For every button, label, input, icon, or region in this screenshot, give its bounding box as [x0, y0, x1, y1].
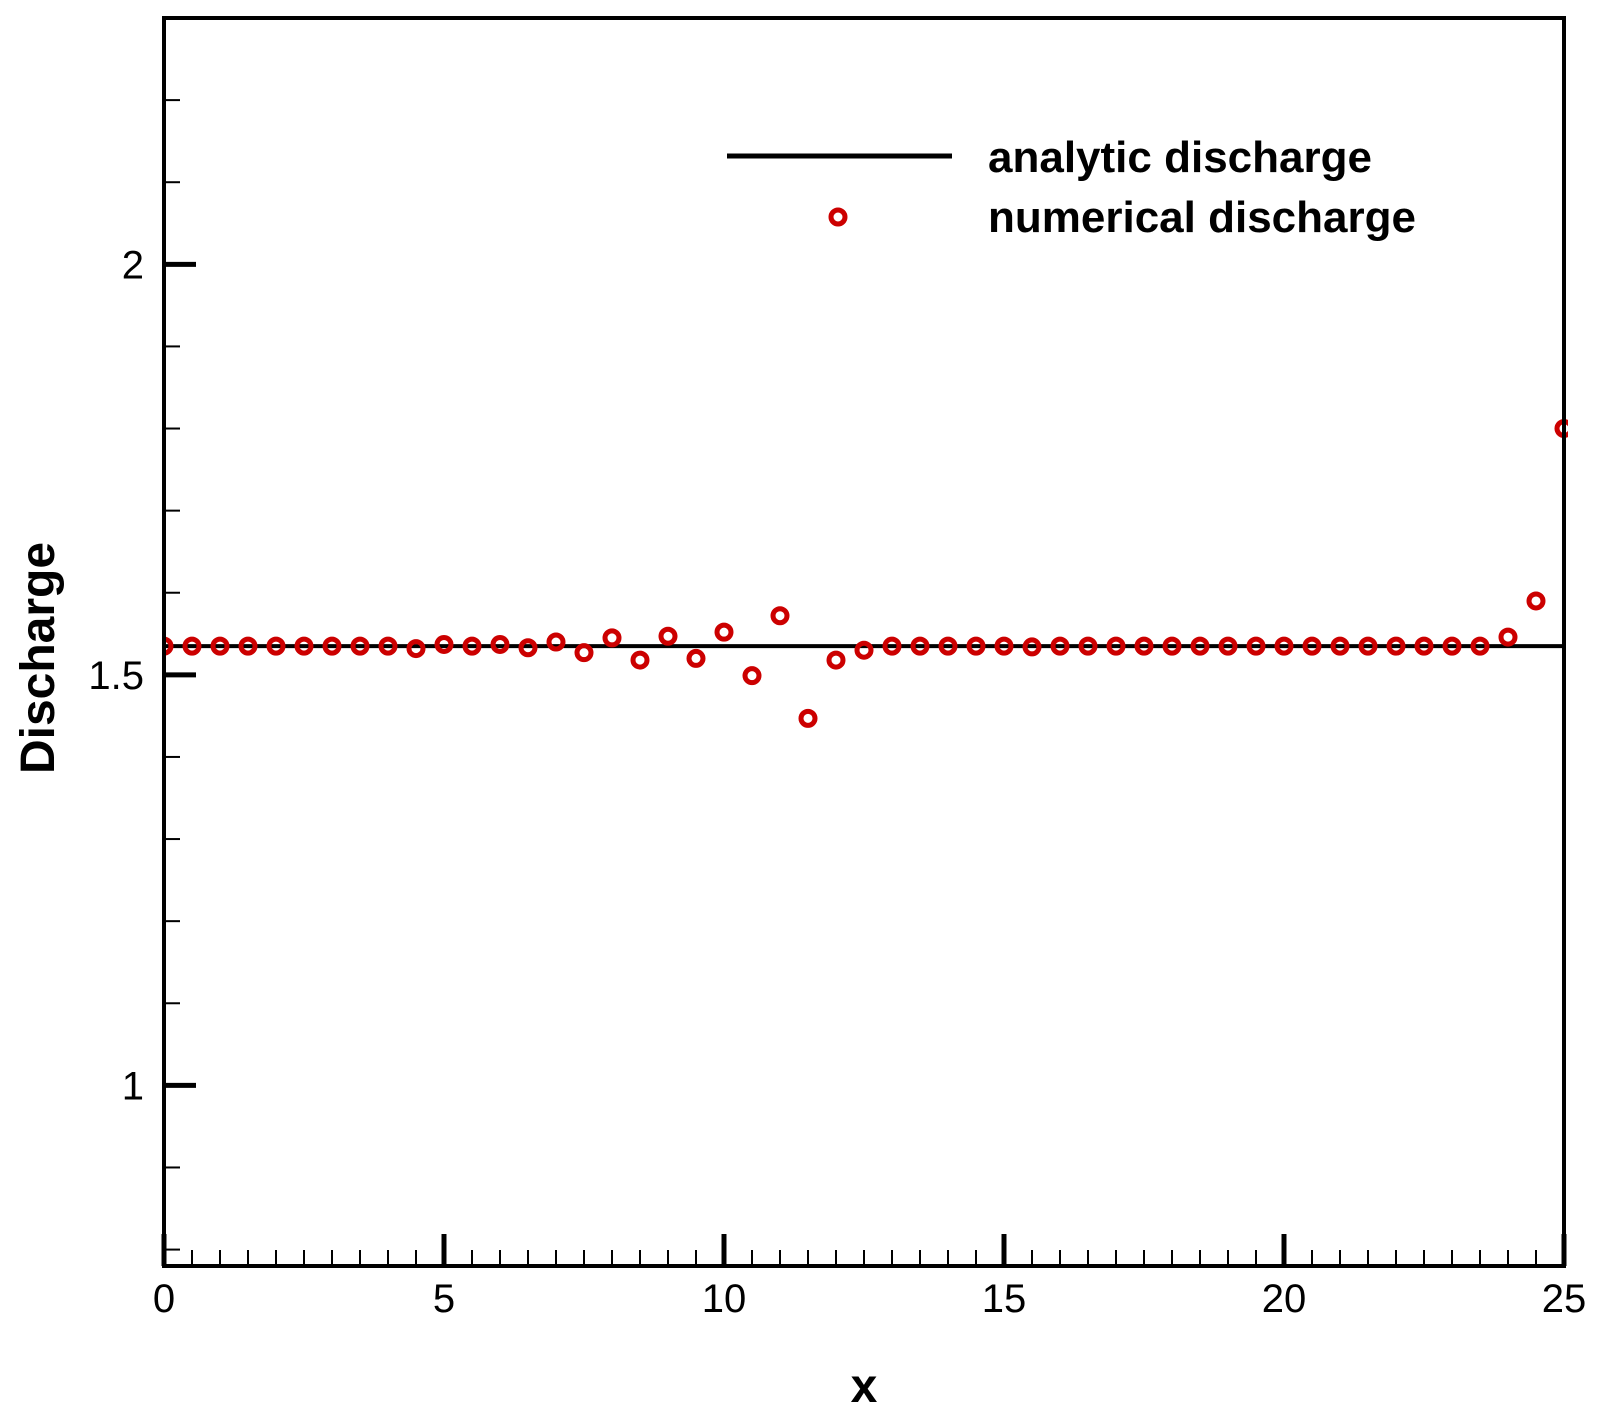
numerical-discharge-point	[406, 639, 426, 659]
numerical-discharge-point	[1274, 636, 1294, 656]
plot-data	[162, 419, 1568, 728]
numerical-discharge-point	[1162, 636, 1182, 656]
numerical-discharge-point	[294, 636, 314, 656]
y-tick-label: 1	[122, 1064, 144, 1108]
x-tick-label: 15	[982, 1277, 1027, 1321]
numerical-discharge-point	[1022, 637, 1042, 657]
numerical-discharge-point	[770, 606, 790, 626]
numerical-discharge-point	[210, 636, 230, 656]
numerical-discharge-point	[966, 636, 986, 656]
numerical-discharge-point	[518, 638, 538, 658]
y-tick-label: 2	[122, 243, 144, 287]
numerical-discharge-point	[1358, 636, 1378, 656]
legend-marker-swatch	[828, 207, 848, 227]
numerical-discharge-point	[938, 636, 958, 656]
tick-labels: 0 5 10 15 20 25 1 1.5 2	[88, 243, 1586, 1321]
numerical-discharge-point	[1330, 636, 1350, 656]
numerical-discharge-point	[686, 648, 706, 668]
numerical-discharge-point	[1246, 636, 1266, 656]
numerical-discharge-point	[322, 636, 342, 656]
numerical-discharge-point	[630, 650, 650, 670]
legend: analytic discharge numerical discharge	[727, 133, 1416, 242]
numerical-discharge-point	[602, 628, 622, 648]
numerical-discharge-point	[798, 708, 818, 728]
numerical-discharge-point	[910, 636, 930, 656]
numerical-discharge-point	[714, 622, 734, 642]
y-axis-title: Discharge	[12, 542, 65, 774]
numerical-discharge-point	[182, 636, 202, 656]
plot-frame	[162, 16, 1566, 1268]
y-tick-label: 1.5	[88, 654, 144, 698]
numerical-discharge-point	[238, 636, 258, 656]
numerical-discharge-point	[1190, 636, 1210, 656]
numerical-discharge-point	[994, 636, 1014, 656]
numerical-discharge-point	[1106, 636, 1126, 656]
x-tick-label: 0	[153, 1277, 175, 1321]
numerical-discharge-point	[462, 636, 482, 656]
numerical-discharge-point	[1078, 636, 1098, 656]
numerical-discharge-point	[434, 634, 454, 654]
numerical-discharge-point	[1050, 636, 1070, 656]
numerical-discharge-point	[882, 636, 902, 656]
numerical-discharge-point	[574, 643, 594, 663]
x-axis-title: x	[851, 1360, 878, 1410]
legend-label-numerical: numerical discharge	[988, 193, 1416, 242]
numerical-discharge-point	[1442, 636, 1462, 656]
x-tick-label: 10	[702, 1277, 747, 1321]
x-tick-label: 20	[1262, 1277, 1307, 1321]
numerical-discharge-point	[1386, 636, 1406, 656]
numerical-discharge-point	[742, 666, 762, 686]
numerical-discharge-point	[1526, 591, 1546, 611]
numerical-discharge-point	[350, 636, 370, 656]
x-tick-label: 25	[1542, 1277, 1587, 1321]
numerical-discharge-point	[266, 636, 286, 656]
numerical-discharge-point	[1218, 636, 1238, 656]
numerical-discharge-point	[1134, 636, 1154, 656]
numerical-discharge-point	[490, 634, 510, 654]
numerical-discharge-point	[826, 650, 846, 670]
numerical-discharge-point	[1414, 636, 1434, 656]
numerical-discharge-point	[546, 632, 566, 652]
numerical-discharge-point	[1498, 627, 1518, 647]
numerical-discharge-point	[1470, 636, 1490, 656]
numerical-discharge-point	[378, 636, 398, 656]
legend-label-analytic: analytic discharge	[988, 133, 1372, 182]
numerical-discharge-point	[658, 626, 678, 646]
x-tick-label: 5	[433, 1277, 455, 1321]
numerical-discharge-point	[854, 640, 874, 660]
numerical-discharge-point	[1302, 636, 1322, 656]
